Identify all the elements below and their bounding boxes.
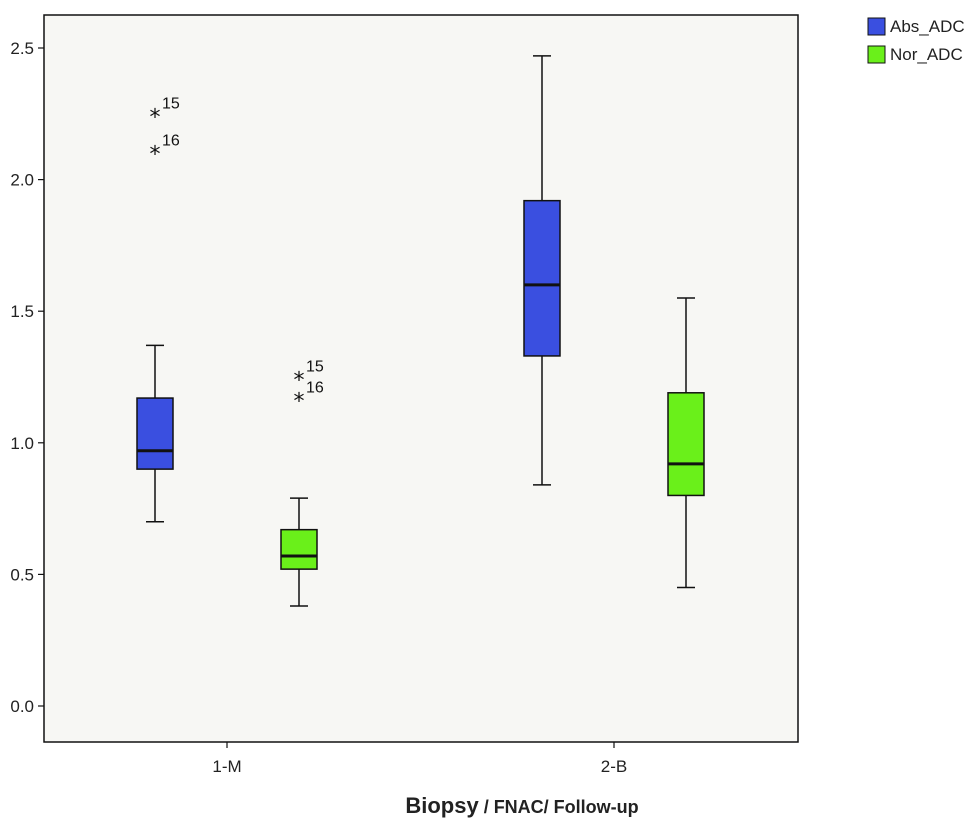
outlier-label: 15 xyxy=(306,359,324,376)
legend-label: Abs_ADC xyxy=(890,17,965,36)
legend: Abs_ADC Nor_ADC xyxy=(867,17,965,64)
x-axis-title-main: Biopsy xyxy=(405,793,479,818)
y-tick-label: 0.5 xyxy=(10,565,34,584)
iqr-box xyxy=(523,199,561,357)
boxes-layer: *15*16*15*16 xyxy=(136,55,705,607)
iqr-box xyxy=(136,397,174,470)
y-tick-label: 1.5 xyxy=(10,302,34,321)
outlier-marker: * xyxy=(150,142,161,167)
x-axis-title-sub: / FNAC/ Follow-up xyxy=(479,797,639,817)
x-axis-title: Biopsy / FNAC/ Follow-up xyxy=(405,793,638,818)
box-nor-adc-1-m: *15*16 xyxy=(280,359,324,607)
outlier-marker: * xyxy=(294,390,305,415)
legend-swatch xyxy=(867,17,886,36)
legend-label: Nor_ADC xyxy=(890,45,963,64)
x-tick-label: 1-M xyxy=(212,757,241,776)
y-tick-label: 2.5 xyxy=(10,39,34,58)
box-nor-adc-2-b xyxy=(667,297,705,589)
outlier-label: 16 xyxy=(306,380,324,397)
outlier-marker: * xyxy=(150,105,161,130)
iqr-box xyxy=(667,392,705,497)
outlier-marker: * xyxy=(294,369,305,394)
y-axis: 0.0 0.5 1.0 1.5 2.0 2.5 xyxy=(10,39,44,716)
plot-area xyxy=(43,14,799,743)
box-abs-adc-2-b xyxy=(523,55,561,486)
box-abs-adc-1-m: *15*16 xyxy=(136,95,180,523)
iqr-box xyxy=(280,528,318,570)
y-tick-label: 0.0 xyxy=(10,697,34,716)
y-tick-label: 1.0 xyxy=(10,434,34,453)
outlier-label: 16 xyxy=(162,132,180,149)
x-tick-label: 2-B xyxy=(601,757,627,776)
y-tick-label: 2.0 xyxy=(10,171,34,190)
outlier-label: 15 xyxy=(162,95,180,112)
legend-swatch xyxy=(867,45,886,64)
x-axis: 1-M 2-B xyxy=(212,742,627,776)
